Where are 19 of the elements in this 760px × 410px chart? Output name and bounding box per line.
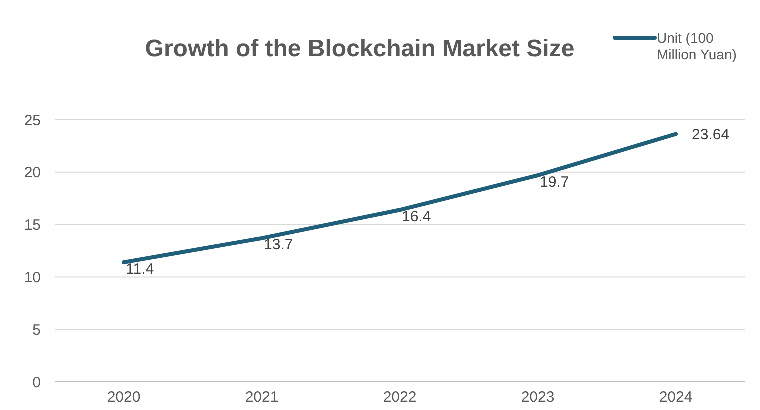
y-tick-label: 20 [24, 164, 41, 182]
data-label: 19.7 [540, 174, 570, 191]
chart-title: Growth of the Blockchain Market Size [145, 35, 575, 62]
legend-label: Unit (100 Million Yuan) [657, 30, 737, 63]
y-tick-label: 10 [24, 269, 41, 286]
data-label: 13.7 [264, 236, 294, 254]
y-tick-label: 5 [32, 322, 41, 339]
x-tick-label: 2024 [659, 389, 693, 406]
data-label: 23.64 [692, 126, 730, 144]
data-label: 11.4 [126, 260, 154, 278]
line-series [122, 132, 678, 265]
x-tick-label: 2021 [245, 389, 279, 406]
data-label: 16.4 [402, 208, 432, 226]
x-tick-label: 2023 [521, 389, 555, 406]
y-tick-label: 25 [24, 112, 41, 130]
y-tick-label: 0 [32, 374, 41, 392]
x-tick-label: 2020 [107, 389, 141, 406]
y-tick-label: 15 [24, 217, 41, 234]
x-tick-label: 2022 [383, 389, 417, 406]
